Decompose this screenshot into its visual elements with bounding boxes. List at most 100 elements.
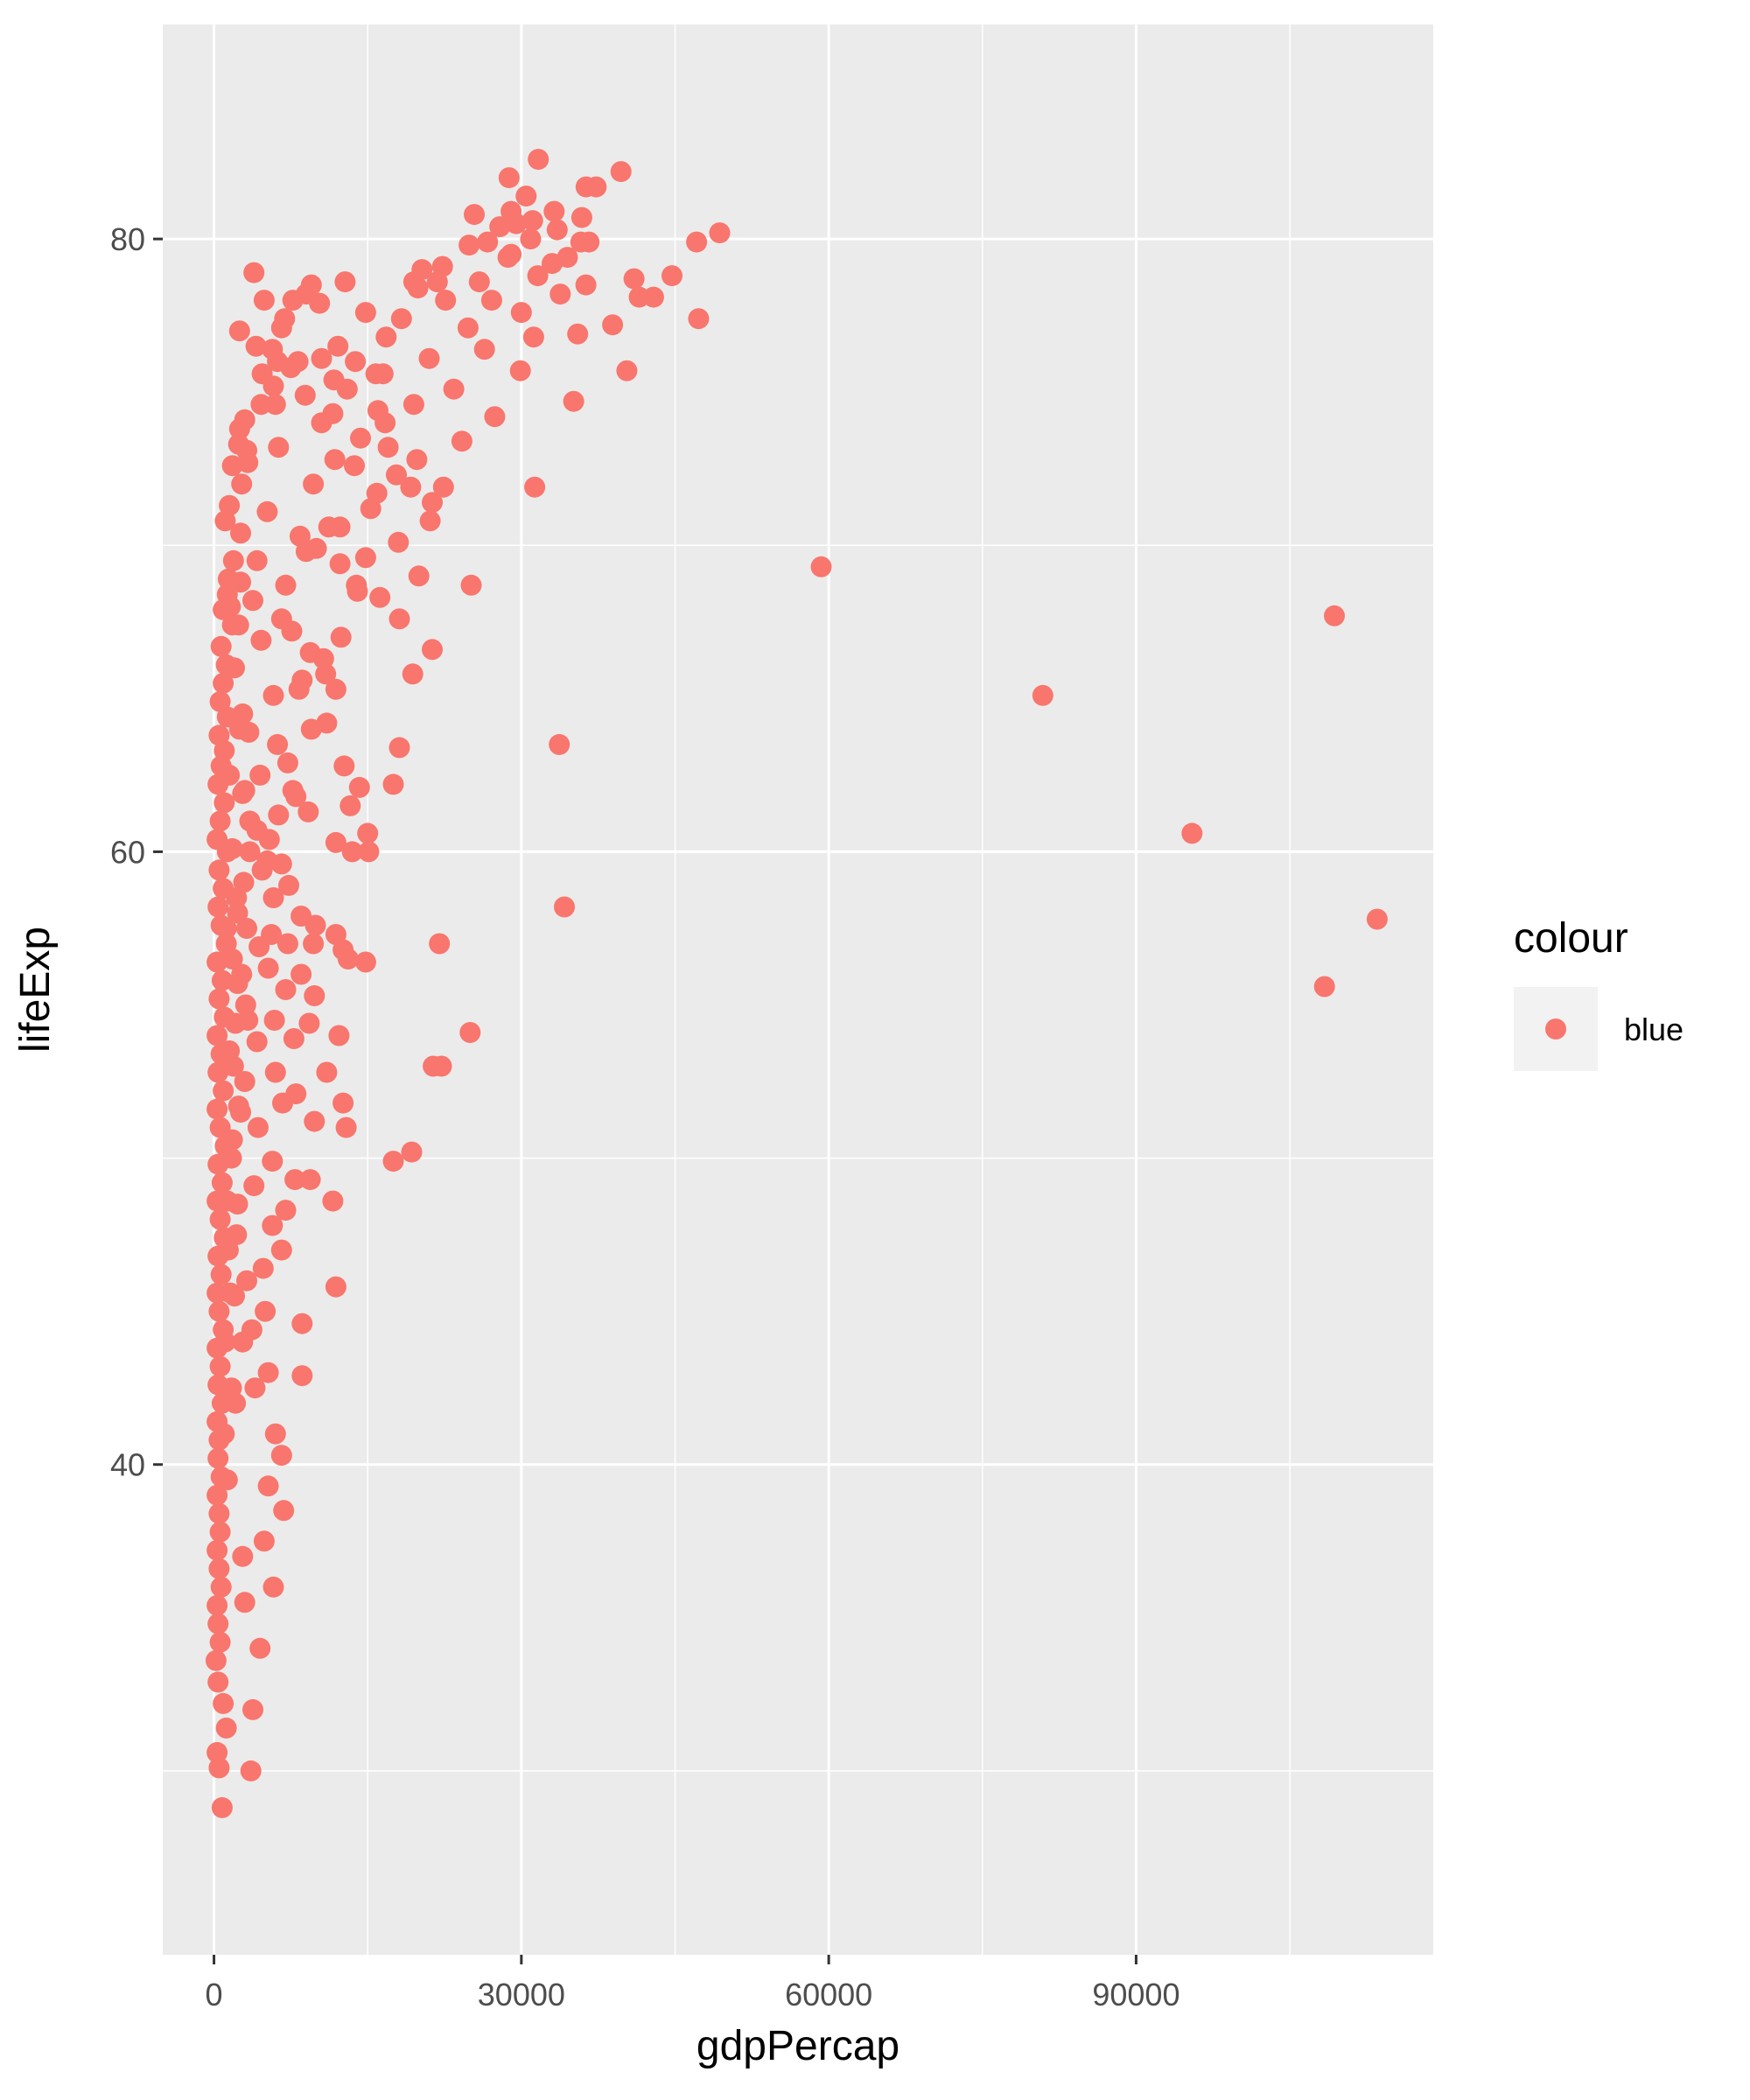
data-point — [290, 963, 312, 985]
data-point — [252, 1257, 274, 1279]
data-point — [550, 284, 571, 305]
data-point — [327, 335, 349, 357]
data-point — [247, 1116, 269, 1138]
data-point — [350, 427, 371, 449]
data-point — [419, 510, 441, 532]
data-point — [570, 231, 592, 253]
data-point — [429, 933, 451, 955]
data-point — [214, 792, 235, 814]
data-point — [285, 1083, 307, 1105]
legend: colour blue — [1514, 915, 1684, 1071]
data-point — [208, 1757, 230, 1779]
data-point — [431, 256, 453, 277]
data-point — [570, 206, 592, 228]
data-point — [304, 1110, 326, 1132]
data-point — [468, 271, 490, 293]
data-point — [1181, 822, 1203, 844]
data-point — [208, 859, 230, 881]
data-point — [264, 1061, 286, 1083]
data-point — [500, 243, 522, 265]
data-point — [206, 1025, 228, 1046]
data-point — [369, 586, 391, 608]
data-point — [291, 1312, 313, 1334]
data-point — [1032, 684, 1054, 706]
data-point — [221, 837, 243, 859]
y-axis-title: lifeExp — [12, 927, 59, 1053]
data-point — [480, 290, 502, 312]
data-point — [230, 1102, 251, 1124]
data-point — [240, 1760, 262, 1782]
data-point — [208, 1300, 230, 1322]
data-point — [304, 914, 326, 936]
data-point — [328, 1025, 350, 1046]
x-axis: 0 30000 60000 90000 — [206, 1955, 1180, 2012]
data-point — [316, 712, 338, 734]
data-point — [249, 1637, 271, 1659]
data-point — [246, 1031, 268, 1053]
data-point — [267, 733, 289, 755]
data-point — [318, 516, 340, 538]
data-point — [322, 402, 344, 424]
legend-key-point — [1545, 1018, 1566, 1040]
data-point — [270, 1445, 292, 1466]
data-point — [382, 774, 404, 795]
data-point — [303, 933, 325, 955]
data-point — [325, 831, 346, 853]
plot-panel — [163, 24, 1433, 1955]
data-point — [268, 437, 290, 458]
data-point — [528, 149, 550, 171]
data-point — [262, 1151, 284, 1172]
data-point — [400, 476, 422, 498]
data-point — [226, 887, 248, 908]
data-point — [208, 1558, 230, 1579]
data-point — [243, 1175, 265, 1197]
data-point — [270, 1239, 292, 1261]
data-point — [206, 1741, 228, 1763]
data-point — [458, 234, 480, 256]
data-point — [222, 550, 244, 571]
data-point — [284, 1169, 306, 1191]
data-point — [422, 492, 443, 514]
data-point — [628, 286, 650, 308]
data-point — [228, 320, 250, 342]
data-point — [325, 678, 346, 700]
data-point — [357, 822, 379, 844]
data-point — [209, 1631, 231, 1653]
data-point — [210, 1576, 232, 1598]
data-point — [623, 268, 645, 290]
data-point — [210, 635, 232, 657]
data-point — [477, 231, 499, 253]
data-point — [1313, 976, 1335, 998]
data-point — [211, 1796, 233, 1818]
data-point — [228, 718, 250, 740]
data-point — [354, 951, 376, 973]
data-point — [224, 1285, 245, 1307]
data-point — [206, 1539, 228, 1561]
data-point — [209, 1208, 231, 1230]
minor-gridlines — [163, 24, 1433, 1955]
data-point — [506, 213, 527, 234]
x-tick-label: 0 — [206, 1977, 223, 2012]
data-point — [388, 608, 410, 630]
data-point — [304, 985, 326, 1006]
data-point — [220, 1377, 242, 1399]
data-point — [207, 1447, 229, 1469]
major-gridlines — [163, 24, 1433, 1955]
data-point — [311, 347, 332, 369]
data-point — [245, 335, 267, 357]
data-point — [325, 1276, 346, 1298]
data-point — [688, 308, 710, 330]
data-point — [262, 887, 284, 908]
data-point — [401, 1141, 423, 1163]
data-point — [243, 262, 265, 284]
data-point — [222, 1055, 244, 1077]
data-point — [236, 1270, 257, 1292]
x-tick-label: 60000 — [785, 1977, 872, 2012]
data-point — [281, 620, 303, 642]
x-axis-title: gdpPercap — [696, 2023, 900, 2069]
data-point — [217, 1239, 239, 1261]
data-point — [275, 979, 297, 1000]
data-point — [261, 924, 283, 945]
data-point — [549, 733, 570, 755]
data-point — [262, 1214, 284, 1236]
